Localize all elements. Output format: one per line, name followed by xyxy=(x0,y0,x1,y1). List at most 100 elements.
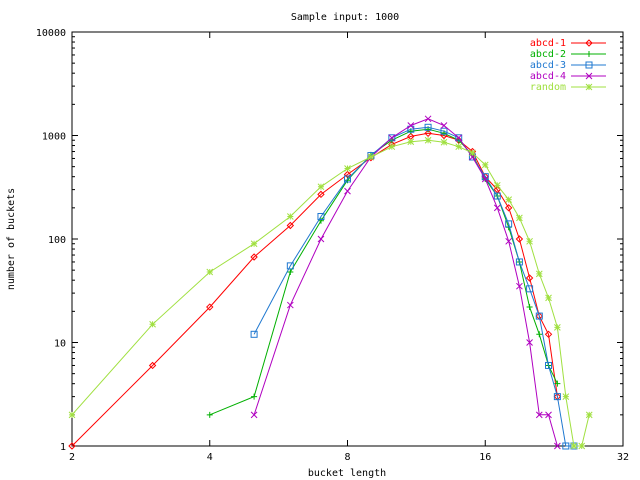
legend-label: abcd-4 xyxy=(530,71,566,82)
data-point xyxy=(424,136,432,144)
data-point xyxy=(286,301,294,309)
data-point xyxy=(344,165,351,172)
series-layer xyxy=(68,115,593,450)
data-point xyxy=(544,330,553,339)
data-point xyxy=(287,268,294,275)
data-point xyxy=(526,237,533,245)
x-tick-label: 4 xyxy=(207,452,213,463)
data-point xyxy=(424,129,432,138)
data-point xyxy=(505,220,513,228)
data-point xyxy=(505,196,513,204)
data-point xyxy=(525,274,534,282)
data-point xyxy=(545,411,552,419)
data-point xyxy=(317,183,325,191)
series-line xyxy=(71,132,558,447)
data-point xyxy=(586,51,592,57)
data-point xyxy=(206,411,213,418)
data-point xyxy=(469,149,476,157)
data-point xyxy=(585,411,593,419)
series-abcd-3 xyxy=(250,123,578,450)
data-point xyxy=(545,361,553,369)
legend-label: abcd-3 xyxy=(530,60,566,71)
data-point xyxy=(440,127,448,135)
data-point xyxy=(68,411,76,419)
data-point xyxy=(455,134,463,142)
data-point xyxy=(317,235,325,243)
axis-ticks: 2 4 8 16 32 1 10 100 1000 10000 xyxy=(36,28,629,463)
data-point xyxy=(562,393,570,400)
data-point xyxy=(407,125,415,133)
data-point xyxy=(493,192,501,200)
data-point xyxy=(545,294,552,302)
data-point xyxy=(388,134,396,142)
data-point xyxy=(367,153,375,161)
data-point xyxy=(250,411,258,419)
series-line xyxy=(71,139,590,447)
data-point xyxy=(149,320,156,328)
data-point xyxy=(493,181,501,189)
legend-label: abcd-1 xyxy=(530,38,566,49)
chart-title: Sample input: 1000 xyxy=(291,12,399,23)
data-point xyxy=(286,213,294,220)
data-point xyxy=(317,190,325,199)
data-point xyxy=(481,175,489,183)
legend-label: abcd-2 xyxy=(530,49,566,60)
data-point xyxy=(554,324,561,331)
data-point xyxy=(388,134,396,142)
data-point xyxy=(251,393,258,400)
data-point xyxy=(68,442,76,450)
data-point xyxy=(562,442,570,450)
data-point xyxy=(317,217,324,224)
data-point xyxy=(206,303,214,311)
data-point xyxy=(493,204,501,212)
y-tick-label: 10000 xyxy=(36,28,66,39)
data-point xyxy=(440,122,448,129)
data-point xyxy=(554,442,561,450)
data-point xyxy=(526,339,533,346)
data-point xyxy=(286,262,294,270)
x-tick-label: 2 xyxy=(69,452,75,463)
x-tick-label: 32 xyxy=(617,452,629,463)
x-tick-label: 16 xyxy=(479,452,491,463)
data-point xyxy=(578,442,586,450)
data-point xyxy=(535,411,543,419)
y-tick-label: 1 xyxy=(60,442,66,453)
data-point xyxy=(554,380,561,387)
data-point xyxy=(585,83,593,91)
data-point xyxy=(455,143,463,151)
data-point xyxy=(250,330,258,338)
x-tick-label: 8 xyxy=(344,452,350,463)
series-line xyxy=(253,118,558,447)
series-line xyxy=(253,126,574,447)
series-abcd-4 xyxy=(250,115,561,450)
data-point xyxy=(516,282,523,290)
data-point xyxy=(515,235,524,243)
data-point xyxy=(407,138,415,146)
data-point xyxy=(535,270,543,278)
data-point xyxy=(526,304,533,311)
data-point xyxy=(317,212,325,220)
y-tick-label: 100 xyxy=(48,235,66,246)
data-point xyxy=(516,214,523,222)
data-point xyxy=(344,187,351,195)
data-point xyxy=(250,253,258,261)
y-tick-label: 10 xyxy=(54,339,66,350)
x-axis-label: bucket length xyxy=(308,468,386,479)
legend-label: random xyxy=(530,82,566,93)
data-point xyxy=(344,175,351,183)
data-point xyxy=(440,138,448,146)
y-axis-label: number of buckets xyxy=(6,188,17,290)
data-point xyxy=(585,39,593,47)
data-point xyxy=(250,240,258,248)
data-point xyxy=(536,331,543,338)
data-point xyxy=(585,61,593,69)
data-point xyxy=(407,122,415,129)
data-point xyxy=(424,115,432,123)
plot-area xyxy=(71,31,624,447)
y-tick-label: 1000 xyxy=(42,132,66,143)
data-point xyxy=(515,258,523,266)
data-point xyxy=(455,134,463,142)
data-point xyxy=(570,442,578,450)
